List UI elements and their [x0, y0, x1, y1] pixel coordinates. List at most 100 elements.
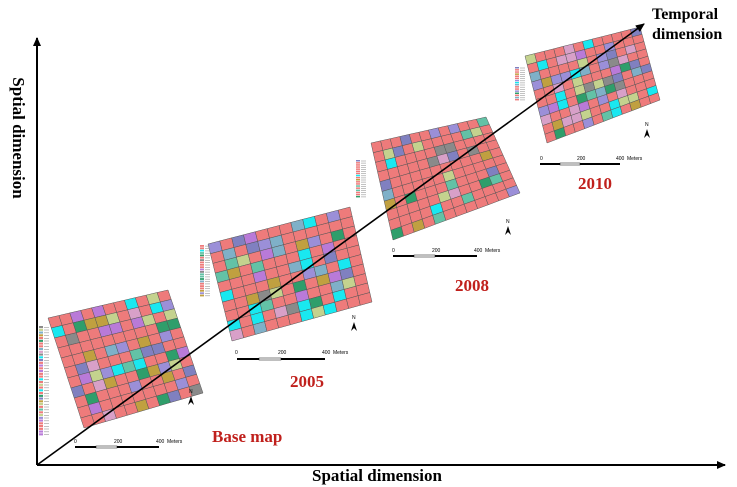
legend-text-line	[205, 283, 210, 285]
legend-swatch	[39, 414, 43, 417]
x-axis-label: Spatial dimension	[312, 466, 442, 485]
legend-text-line	[361, 196, 366, 198]
legend-text-line	[361, 179, 366, 181]
legend-swatch	[515, 90, 519, 92]
legend-text-line	[44, 412, 49, 413]
legend-swatch	[200, 275, 204, 278]
legend-swatch	[39, 353, 43, 356]
legend-text-line	[361, 181, 366, 183]
legend-swatch	[39, 389, 43, 392]
legend-swatch	[356, 168, 360, 170]
legend-text-line	[520, 74, 525, 75]
legend-swatch	[200, 252, 204, 254]
legend-text-line	[205, 255, 210, 256]
map-base-scale-bar	[75, 445, 159, 449]
scale-2010-unit: Meters	[627, 156, 643, 162]
legend-swatch	[515, 92, 519, 94]
legend-swatch	[356, 166, 360, 168]
legend-text-line	[520, 84, 525, 86]
legend-swatch	[39, 427, 43, 430]
legend-text-line	[520, 76, 525, 77]
legend-swatch	[356, 176, 360, 179]
scale-base-zero: 0	[74, 439, 77, 445]
legend-text-line	[205, 248, 210, 249]
legend-swatch	[39, 345, 43, 348]
scale-2005-zero: 0	[235, 350, 238, 356]
legend-text-line	[44, 393, 49, 394]
legend-text-line	[44, 335, 49, 336]
legend-text-line	[44, 373, 49, 375]
legend-swatch	[515, 96, 519, 99]
label-2010: 2010	[578, 174, 612, 193]
legend-text-line	[361, 162, 366, 164]
legend-text-line	[205, 252, 210, 254]
legend-swatch	[515, 77, 519, 80]
map-2005-north-label: N	[352, 315, 356, 321]
map-2005-scale-bar	[237, 357, 325, 361]
legend-swatch	[39, 356, 43, 359]
legend-swatch	[515, 71, 519, 73]
legend-text-line	[205, 278, 210, 280]
map-cell	[188, 383, 204, 397]
map-2008-north-arrow-icon	[505, 226, 511, 235]
legend-swatch	[515, 75, 519, 77]
legend-swatch	[356, 181, 360, 183]
map-2010-scale-bar	[540, 162, 620, 166]
legend-text-line	[44, 384, 49, 386]
legend-text-line	[361, 173, 366, 174]
legend-text-line	[44, 420, 49, 422]
legend-text-line	[205, 281, 210, 282]
y-axis-label: Sptial dimension	[9, 77, 28, 199]
legend-text-line	[361, 194, 366, 196]
legend-text-line	[205, 276, 210, 278]
legend-text-line	[44, 354, 49, 356]
legend-swatch	[200, 247, 204, 250]
legend-swatch	[200, 249, 204, 252]
legend-text-line	[44, 329, 49, 331]
legend-text-line	[205, 245, 210, 247]
legend-swatch	[356, 193, 360, 196]
map-base-legend	[39, 326, 49, 436]
legend-swatch	[356, 170, 360, 173]
legend-text-line	[520, 80, 525, 82]
scale-2008-zero: 0	[392, 248, 395, 254]
temporal-axis-label-line2: dimension	[652, 26, 723, 43]
legend-text-line	[44, 404, 49, 405]
map-cell	[505, 185, 521, 198]
legend-swatch	[200, 278, 204, 280]
legend-text-line	[520, 97, 525, 99]
legend-text-line	[44, 434, 49, 435]
legend-swatch	[39, 400, 43, 403]
map-2008-legend	[356, 160, 366, 198]
legend-text-line	[44, 340, 49, 342]
legend-swatch	[356, 179, 360, 181]
legend-swatch	[356, 185, 360, 187]
legend-text-line	[520, 67, 525, 69]
legend-swatch	[39, 378, 43, 381]
legend-swatch	[39, 328, 43, 331]
legend-swatch	[200, 292, 204, 295]
legend-text-line	[44, 332, 49, 334]
map-base-north-arrow-icon	[188, 396, 194, 405]
legend-text-line	[205, 288, 210, 289]
map-2010-grid	[524, 26, 661, 144]
legend-swatch	[39, 326, 43, 329]
legend-swatch	[515, 73, 519, 75]
legend-text-line	[361, 184, 366, 185]
legend-text-line	[205, 267, 210, 268]
legend-swatch	[39, 367, 43, 370]
legend-swatch	[39, 425, 43, 428]
legend-text-line	[205, 290, 210, 292]
legend-swatch	[356, 187, 360, 189]
map-2010-legend	[515, 67, 525, 101]
scale-2010-zero: 0	[540, 156, 543, 162]
legend-text-line	[205, 269, 210, 271]
legend-text-line	[520, 89, 525, 90]
legend-text-line	[361, 190, 366, 191]
legend-swatch	[200, 254, 204, 257]
legend-swatch	[39, 386, 43, 389]
scale-2008-max: 400	[474, 248, 483, 254]
legend-swatch	[356, 195, 360, 198]
legend-text-line	[44, 395, 49, 397]
map-2005-grid	[207, 206, 373, 342]
